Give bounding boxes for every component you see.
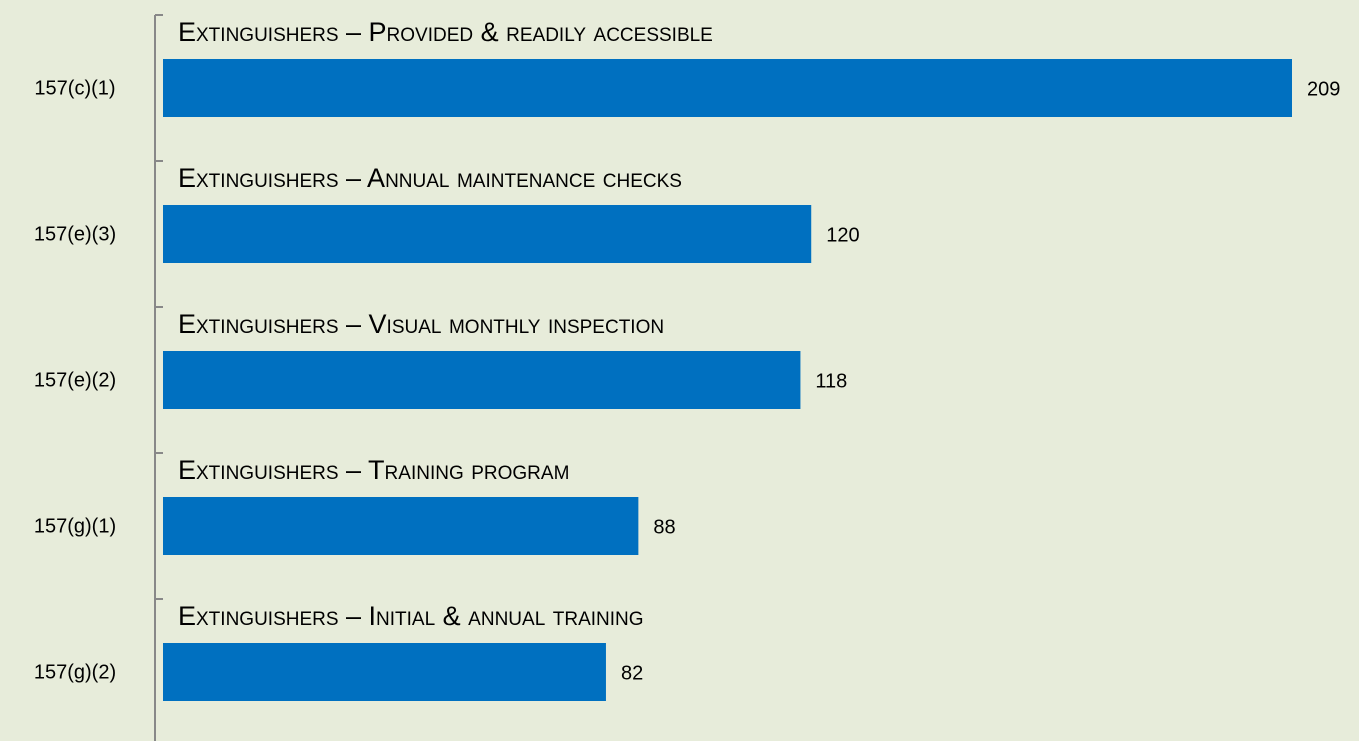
value-label: 82 <box>621 662 643 684</box>
bar <box>163 497 639 555</box>
annotation: Extinguishers – Training program <box>178 455 569 485</box>
value-label: 209 <box>1307 78 1340 100</box>
category-label: 157(e)(3) <box>34 223 116 245</box>
category-label: 157(e)(2) <box>34 369 116 391</box>
bar <box>163 59 1292 117</box>
value-label: 120 <box>826 224 859 246</box>
annotation: Extinguishers – Visual monthly inspectio… <box>178 309 664 339</box>
value-label: 88 <box>653 516 675 538</box>
annotation: Extinguishers – Provided & readily acces… <box>178 17 713 47</box>
bar <box>163 205 812 263</box>
value-label: 118 <box>815 370 847 392</box>
annotation: Extinguishers – Initial & annual trainin… <box>178 601 644 631</box>
bar <box>163 643 606 701</box>
annotation: Extinguishers – Annual maintenance check… <box>178 163 682 193</box>
category-label: 157(c)(1) <box>34 77 115 99</box>
category-label: 157(g)(2) <box>34 661 116 683</box>
category-label: 157(g)(1) <box>34 515 116 537</box>
bar <box>163 351 801 409</box>
